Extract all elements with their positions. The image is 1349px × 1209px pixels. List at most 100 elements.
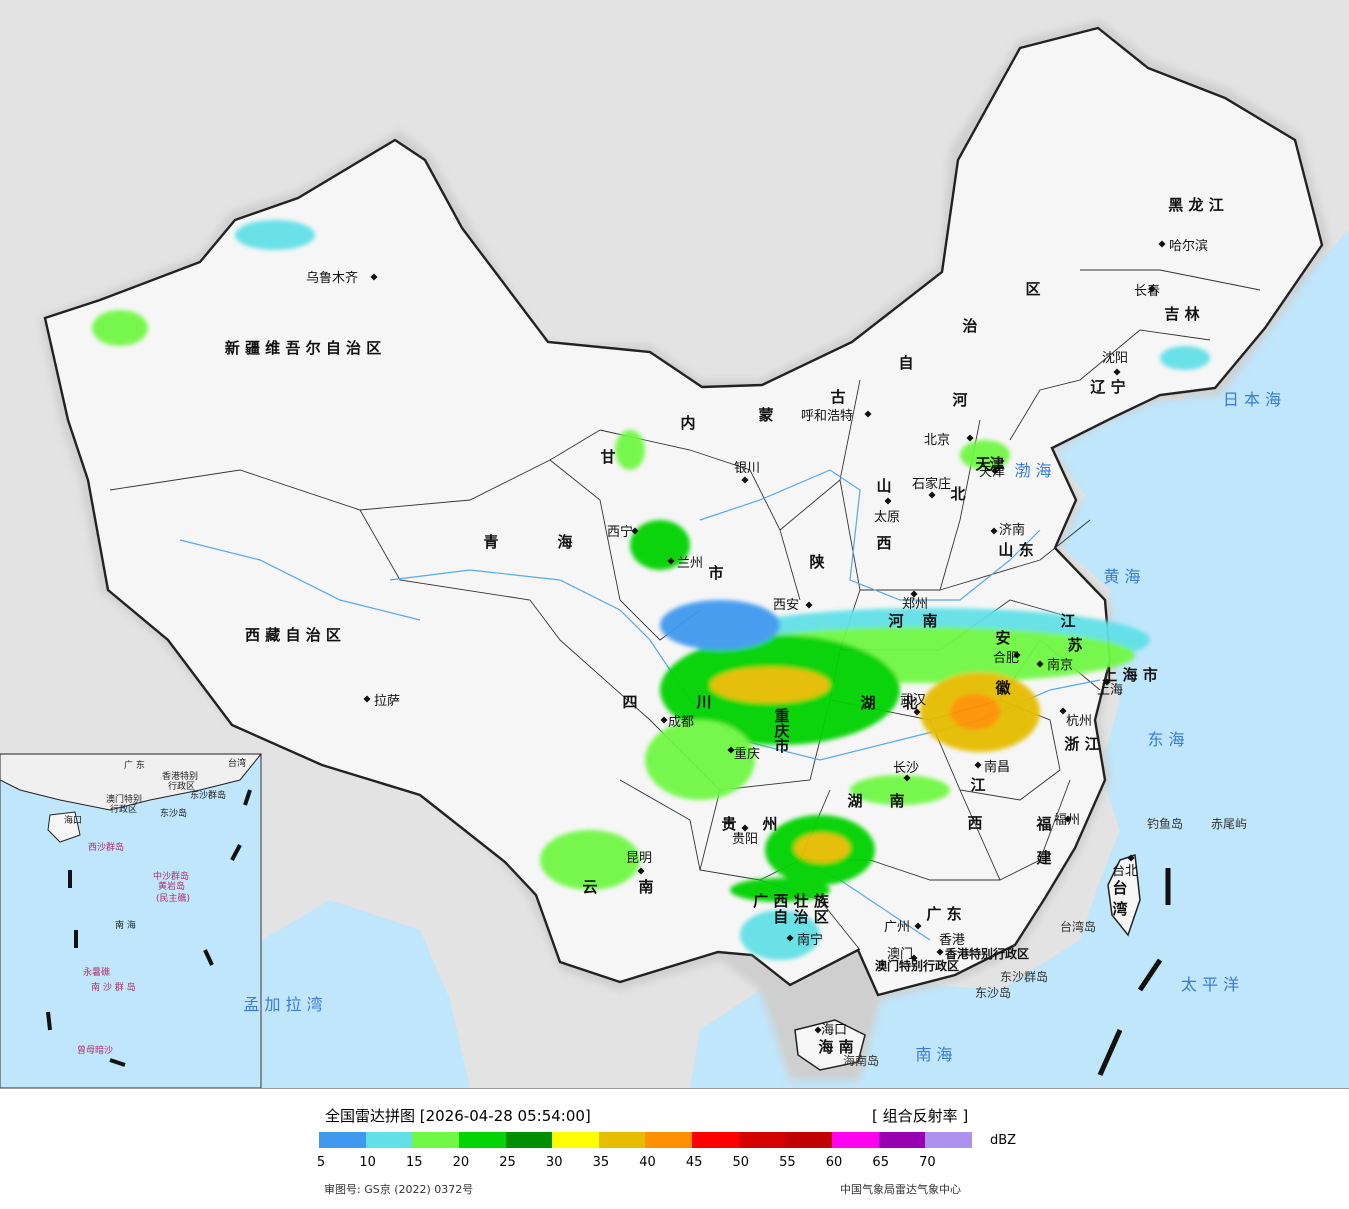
city-label: 北京 xyxy=(924,433,950,448)
color-scale-tick: 70 xyxy=(919,1155,936,1170)
city-label: 福州 xyxy=(1054,813,1080,828)
province-label: 西 xyxy=(876,534,891,552)
color-swatch xyxy=(738,1132,786,1148)
city-label: 兰州 xyxy=(677,556,703,571)
province-label: 台 xyxy=(1112,879,1127,897)
color-swatch xyxy=(458,1132,506,1148)
province-label: 市 xyxy=(708,564,723,582)
city-marker-icon xyxy=(974,761,982,769)
province-label: 苏 xyxy=(1067,636,1082,654)
island-label: 东沙群岛 xyxy=(1000,969,1048,984)
color-swatch xyxy=(552,1132,599,1148)
review-number: 审图号: GS京 (2022) 0372号 xyxy=(324,1183,474,1196)
city-marker-icon xyxy=(914,922,922,930)
sea-label: 东 海 xyxy=(1147,730,1184,749)
province-label: 州 xyxy=(761,815,777,833)
island-label: 东沙岛 xyxy=(975,985,1011,1000)
province-label: 云 xyxy=(582,878,597,896)
color-scale xyxy=(319,1132,972,1148)
province-label: 川 xyxy=(695,693,711,711)
province-label: 黑 龙 江 xyxy=(1168,196,1223,214)
legend-title: 全国雷达拼图 [2026-04-28 05:54:00] xyxy=(325,1107,591,1125)
province-label: 广 东 xyxy=(926,905,961,923)
city-label: 合肥 xyxy=(993,651,1019,666)
city-marker-icon xyxy=(1013,651,1021,659)
province-label: 南 xyxy=(889,792,904,810)
inset-dashes xyxy=(46,789,252,1067)
island-label: 钓鱼岛 xyxy=(1147,816,1183,831)
city-marker-icon xyxy=(884,497,892,505)
legend-unit: dBZ xyxy=(990,1133,1017,1148)
inset-label: 南 沙 群 岛 xyxy=(91,981,136,993)
island-label: 赤尾屿 xyxy=(1211,817,1247,831)
province-labels: 新 疆 维 吾 尔 自 治 区西 藏 自 治 区 青 海 甘 内 蒙 古 自 治 区 黑 龙 江吉 … xyxy=(225,196,1224,1056)
data-source: 中国气象局雷达气象中心 xyxy=(840,1183,961,1196)
city-marker-icon xyxy=(727,746,735,754)
sea-area xyxy=(690,230,1349,1088)
city-marker-icon xyxy=(991,467,999,475)
city-label: 长沙 xyxy=(893,761,919,776)
province-label: 广 西 壮 族 xyxy=(753,892,830,910)
color-scale-tick: 15 xyxy=(406,1155,423,1170)
inset-label: 曾母暗沙 xyxy=(77,1044,113,1056)
city-label: 郑州 xyxy=(902,597,928,612)
sea-area-bay xyxy=(262,900,470,1088)
province-label: 天 xyxy=(975,455,991,473)
sar-label: 澳门特别行政区 xyxy=(875,958,959,973)
color-scale-tick: 50 xyxy=(732,1155,750,1170)
island-label: 台湾岛 xyxy=(1060,919,1096,934)
province-label: 辽 宁 xyxy=(1090,378,1125,396)
island-label: 海南岛 xyxy=(843,1053,879,1068)
inset-label: (民主礁) xyxy=(156,892,190,904)
color-scale-tick: 60 xyxy=(825,1155,843,1170)
city-label: 太原 xyxy=(874,510,900,525)
color-swatch xyxy=(365,1132,413,1148)
inset-coastline xyxy=(0,753,263,811)
inset-label: 南 海 xyxy=(115,919,136,931)
city-marker-icon xyxy=(928,491,936,499)
color-swatch xyxy=(319,1132,366,1148)
province-label: 北 xyxy=(950,485,965,503)
city-label: 武汉 xyxy=(900,693,926,708)
color-swatch xyxy=(925,1132,972,1148)
legend-product: [ 组合反射率 ] xyxy=(872,1107,969,1125)
color-scale-tick: 65 xyxy=(872,1155,889,1170)
city-marker-icon xyxy=(363,695,371,703)
color-scale-tick: 30 xyxy=(545,1155,563,1170)
sea-label: 渤 海 xyxy=(1014,461,1051,480)
province-label: 重 xyxy=(774,707,789,725)
province-label: 自 治 区 xyxy=(773,908,828,926)
city-label: 成都 xyxy=(668,715,694,730)
province-label: 河 xyxy=(888,612,903,630)
province-label: 青 xyxy=(483,533,498,551)
sea-label: 黄 海 xyxy=(1103,567,1140,586)
city-label: 西宁 xyxy=(607,524,633,540)
province-label: 内 xyxy=(680,414,695,432)
city-label: 乌鲁木齐 xyxy=(306,270,358,286)
legend-panel: 全国雷达拼图 [2026-04-28 05:54:00] [ 组合反射率 ] 5… xyxy=(0,1088,1349,1209)
city-marker-icon xyxy=(637,867,645,875)
color-swatch xyxy=(692,1132,739,1148)
city-label: 南京 xyxy=(1047,657,1073,673)
inset-label: 永暑礁 xyxy=(83,966,110,978)
inset-label: 中沙群岛 xyxy=(153,870,189,882)
color-scale-tick: 45 xyxy=(685,1155,703,1170)
city-marker-icon xyxy=(913,708,921,716)
province-label: 湖 xyxy=(847,792,862,810)
city-marker-icon xyxy=(741,824,749,832)
province-label: 甘 xyxy=(600,448,615,466)
province-label: 四 xyxy=(622,693,637,711)
city-label: 天津 xyxy=(979,465,1005,480)
province-label: 浙 江 xyxy=(1064,735,1099,753)
inset-labels: 海口南 海广 东香港特别行政区澳门特别行政区东沙群岛东沙岛台湾西沙群岛中沙群岛黄… xyxy=(64,757,246,1056)
city-label: 沈阳 xyxy=(1102,351,1128,366)
province-label: 西 藏 自 治 区 xyxy=(245,626,341,644)
sea-labels: 日 本 海渤 海黄 海东 海太 平 洋南 海孟 加 拉 湾 xyxy=(243,390,1281,1064)
city-label: 广州 xyxy=(884,920,910,935)
city-label: 台北 xyxy=(1112,864,1138,879)
city-label: 南宁 xyxy=(797,932,823,948)
province-label: 河 xyxy=(952,391,967,409)
city-marker-icon xyxy=(990,527,998,535)
